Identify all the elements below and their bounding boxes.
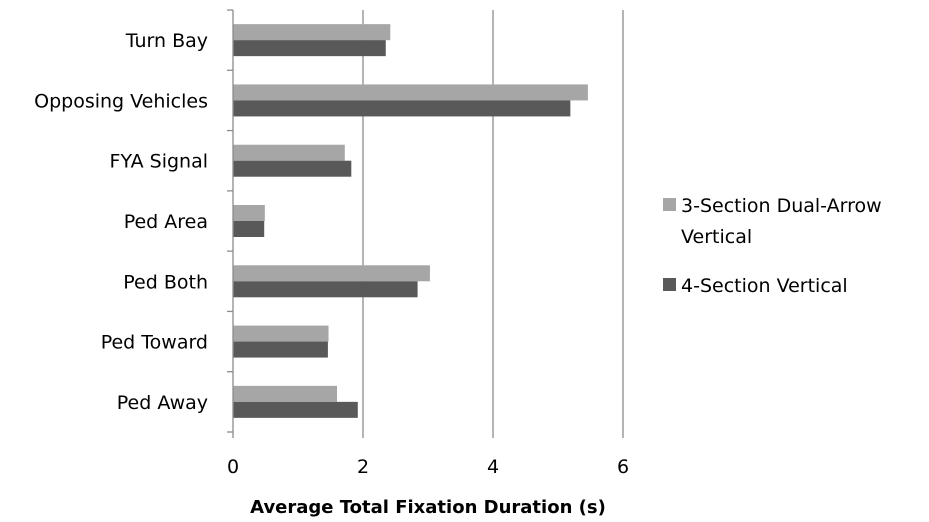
legend-swatch-series-1: [663, 198, 676, 211]
x-tick-label: 0: [227, 456, 239, 478]
bar-fya-signal-series-1: [233, 144, 345, 161]
bar-opposing-vehicles-series-2: [233, 100, 571, 117]
bar-ped-both-series-1: [233, 265, 430, 282]
bar-turn-bay-series-1: [233, 24, 391, 41]
x-tick-label: 4: [487, 456, 499, 478]
legend: 3-Section Dual-Arrow Vertical 4-Section Ve…: [663, 195, 882, 297]
legend-label-series-1: 3-Section Dual-Arrow Vertical: [681, 195, 882, 248]
x-tick-label: 2: [357, 456, 369, 478]
category-label: Ped Toward: [101, 332, 208, 354]
category-label: Opposing Vehicles: [34, 90, 208, 112]
axes: [227, 9, 624, 438]
legend-swatch-series-2: [663, 278, 676, 291]
gridlines: [362, 10, 624, 432]
bar-ped-toward-series-1: [233, 325, 329, 342]
category-label: FYA Signal: [110, 151, 208, 173]
bar-ped-away-series-2: [233, 401, 358, 418]
x-tick-labels: 0 2 4 6: [227, 456, 629, 478]
category-label: Turn Bay: [125, 30, 208, 52]
bar-ped-area-series-1: [233, 205, 265, 221]
x-tick-label: 6: [617, 456, 629, 478]
legend-label-series-2: 4-Section Vertical: [681, 275, 848, 297]
bar-ped-area-series-2: [233, 221, 265, 237]
category-label: Ped Both: [123, 271, 208, 293]
category-label: Ped Away: [117, 392, 208, 414]
bar-ped-toward-series-2: [233, 341, 328, 358]
bar-ped-away-series-1: [233, 385, 337, 402]
bar-ped-both-series-2: [233, 281, 418, 298]
bars: [233, 24, 588, 418]
bar-opposing-vehicles-series-1: [233, 84, 588, 101]
bar-fya-signal-series-2: [233, 160, 352, 177]
category-labels: Turn Bay Opposing Vehicles FYA Signal Ped A…: [34, 30, 208, 414]
x-axis-title: Average Total Fixation Duration (s): [250, 497, 606, 518]
bar-turn-bay-series-2: [233, 40, 386, 57]
category-label: Ped Area: [124, 211, 208, 233]
